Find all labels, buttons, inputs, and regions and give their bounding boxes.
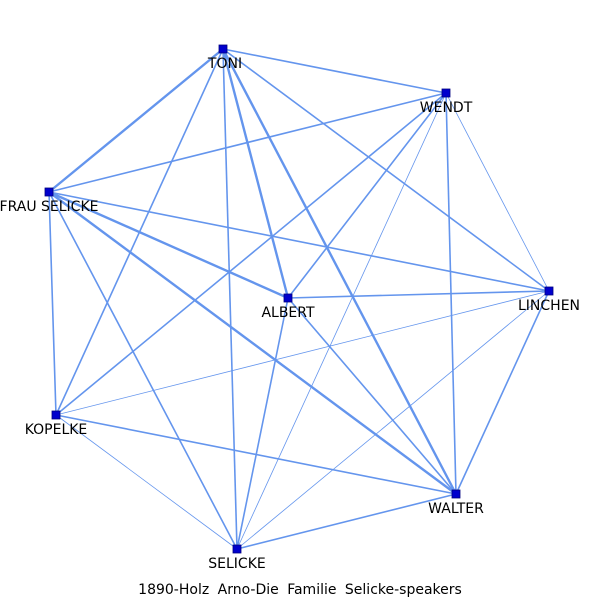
node-label-selicke: SELICKE — [208, 556, 265, 572]
edge-frau-selicke-kopelke — [48, 191, 57, 416]
node-kopelke — [51, 410, 61, 420]
node-label-linchen: LINCHEN — [518, 298, 580, 314]
edge-wendt-selicke — [236, 92, 447, 550]
node-toni — [218, 44, 228, 54]
edge-walter-selicke — [236, 493, 457, 550]
edge-albert-selicke — [236, 297, 289, 550]
edge-albert-linchen — [287, 290, 550, 299]
node-walter — [451, 489, 461, 499]
edge-wendt-frau-selicke — [48, 92, 447, 193]
node-label-wendt: WENDT — [420, 100, 473, 116]
edge-wendt-kopelke — [55, 92, 447, 416]
graph-caption: 1890-Holz Arno-Die Familie Selicke-speak… — [138, 582, 462, 598]
node-selicke — [232, 544, 242, 554]
node-label-frau-selicke: FRAU SELICKE — [0, 199, 98, 215]
edge-wendt-linchen — [445, 92, 550, 292]
edge-frau-selicke-albert — [48, 190, 289, 300]
node-label-kopelke: KOPELKE — [25, 422, 88, 438]
edge-kopelke-walter — [55, 414, 457, 495]
node-frau-selicke — [44, 187, 54, 197]
edge-toni-walter — [221, 48, 458, 495]
edge-kopelke-selicke — [55, 414, 238, 550]
node-label-walter: WALTER — [428, 501, 484, 517]
edge-toni-albert — [221, 48, 290, 299]
node-layer — [44, 44, 554, 554]
edge-layer — [48, 48, 550, 550]
edge-toni-selicke — [222, 48, 238, 550]
edge-frau-selicke-selicke — [48, 191, 238, 550]
node-wendt — [441, 88, 451, 98]
edge-frau-selicke-linchen — [48, 191, 550, 292]
edge-wendt-albert — [287, 92, 447, 299]
edge-toni-frau-selicke — [48, 48, 224, 193]
edge-frau-selicke-walter — [48, 191, 457, 495]
edge-linchen-selicke — [236, 290, 550, 550]
edge-linchen-kopelke — [55, 290, 550, 416]
label-layer: TONI WENDT FRAU SELICKE ALBERT LINCHEN KOPELK… — [0, 56, 580, 572]
edge-albert-walter — [287, 297, 457, 495]
node-albert — [283, 293, 293, 303]
node-label-albert: ALBERT — [261, 305, 315, 321]
node-label-toni: TONI — [207, 56, 242, 72]
node-linchen — [544, 286, 554, 296]
edge-linchen-walter — [455, 290, 550, 495]
edge-toni-wendt — [222, 48, 447, 94]
